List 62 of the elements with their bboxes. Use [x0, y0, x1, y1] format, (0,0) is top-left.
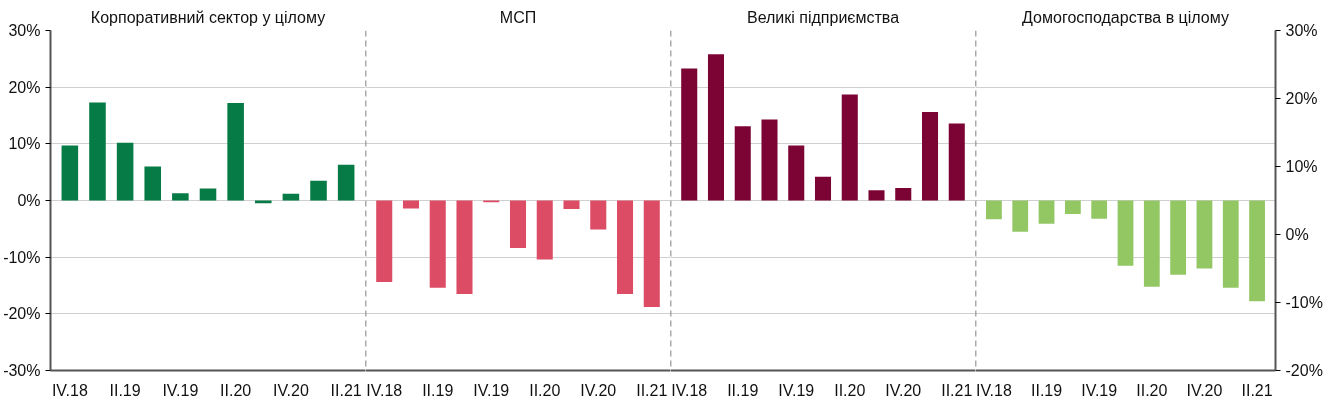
bar — [310, 180, 327, 201]
chart-title: Корпоративний сектор у цілому — [90, 8, 326, 26]
bar — [681, 68, 698, 201]
y-tick-label: 20% — [8, 78, 41, 96]
chart-title: Великі підприємства — [746, 8, 900, 26]
bar — [948, 123, 965, 201]
x-tick-label: II.19 — [1030, 381, 1063, 399]
text: 10% — [1285, 158, 1318, 175]
x-tick-label: II.20 — [529, 381, 561, 399]
bar — [707, 54, 725, 201]
y-tick-label: 10% — [8, 135, 41, 153]
x-tick-label: IV.19 — [1081, 381, 1118, 399]
x-tick-label: IV.18 — [366, 381, 403, 399]
y-tick-label: -30% — [3, 362, 41, 379]
bar — [788, 145, 805, 201]
x-tick-label: II.19 — [109, 381, 141, 399]
bar — [814, 176, 832, 201]
bar — [337, 164, 355, 201]
x-tick-label: II.21 — [636, 381, 668, 399]
bar — [921, 112, 939, 201]
x-tick-label: IV.19 — [778, 381, 815, 399]
text: -20% — [1285, 362, 1323, 379]
x-tick-label: IV.20 — [580, 381, 617, 399]
bar — [841, 94, 858, 201]
x-tick-label: IV.19 — [162, 381, 199, 399]
x-tick-label: IV.20 — [1186, 381, 1223, 399]
x-tick-label: IV.18 — [975, 381, 1012, 399]
text: 30% — [1285, 22, 1318, 39]
y-tick-label: 0% — [17, 192, 41, 209]
x-tick-label: II.20 — [834, 381, 866, 399]
x-tick-label: II.19 — [727, 381, 759, 399]
bar — [868, 190, 885, 201]
bar — [895, 188, 912, 201]
text: -10% — [1285, 294, 1323, 311]
text: 20% — [1285, 90, 1318, 107]
x-tick-label: II.20 — [1136, 381, 1168, 399]
x-tick-label: IV.18 — [51, 381, 88, 399]
bar — [227, 103, 244, 201]
bar — [172, 193, 189, 201]
chart-title: Домогосподарства в цілому — [1022, 8, 1229, 26]
x-tick-label: II.20 — [220, 381, 252, 399]
bar — [734, 126, 751, 201]
x-tick-label: IV.18 — [671, 381, 708, 399]
x-tick-label: II.21 — [1241, 381, 1273, 399]
x-tick-label: II.21 — [941, 381, 973, 399]
x-tick-label: II.21 — [330, 381, 362, 399]
bar — [116, 142, 134, 201]
bar — [199, 188, 217, 201]
y-tick-label: 30% — [8, 22, 41, 39]
bar — [282, 193, 300, 201]
chart-title: МСП — [499, 8, 537, 26]
bar — [144, 166, 162, 201]
x-tick-label: IV.19 — [473, 381, 510, 399]
x-tick-label: IV.20 — [272, 381, 309, 399]
bar — [761, 119, 778, 201]
bar — [89, 102, 106, 201]
y-tick-label: -10% — [3, 248, 41, 266]
text: 0% — [1285, 226, 1309, 243]
x-tick-label: IV.20 — [885, 381, 922, 399]
x-tick-label: II.19 — [422, 381, 454, 399]
y-tick-label: -20% — [3, 305, 41, 323]
bar — [61, 145, 79, 201]
